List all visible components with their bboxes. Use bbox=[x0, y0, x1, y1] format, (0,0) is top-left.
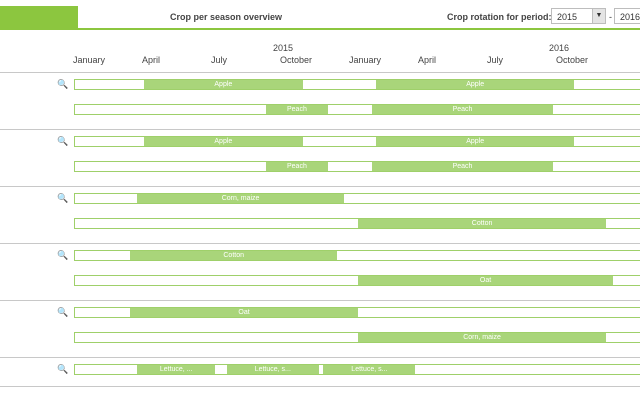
zoom-in-icon[interactable]: 🔍 bbox=[57, 250, 69, 260]
season-row: Corn, maize bbox=[74, 193, 640, 204]
field-divider bbox=[0, 357, 640, 358]
top-bar: Crop per season overview Crop rotation f… bbox=[0, 0, 640, 30]
period-to-select[interactable]: 2016 bbox=[614, 8, 640, 24]
period-label: Crop rotation for period: bbox=[447, 12, 552, 22]
crop-bar[interactable]: Lettuce, ... bbox=[137, 365, 216, 374]
crop-bar[interactable]: Oat bbox=[130, 308, 358, 317]
month-label: January bbox=[349, 55, 382, 65]
zoom-in-icon[interactable]: 🔍 bbox=[57, 307, 69, 317]
crop-bar[interactable]: Apple bbox=[376, 137, 575, 146]
season-row: Peach Peach bbox=[74, 104, 640, 115]
page-title: Crop per season overview bbox=[170, 12, 283, 22]
period-to-value: 2016 bbox=[620, 12, 640, 22]
season-row: Lettuce, ... Lettuce, s... Lettuce, s... bbox=[74, 364, 640, 375]
season-row: Oat bbox=[74, 275, 640, 286]
crop-bar[interactable]: Cotton bbox=[357, 219, 607, 228]
crop-bar[interactable]: Oat bbox=[357, 276, 614, 285]
season-row: Apple Apple bbox=[74, 79, 640, 90]
crop-bar[interactable]: Lettuce, s... bbox=[323, 365, 416, 374]
season-row: Corn, maize bbox=[74, 332, 640, 343]
zoom-in-icon[interactable]: 🔍 bbox=[57, 364, 69, 374]
crop-bar[interactable]: Peach bbox=[371, 105, 554, 114]
month-label: April bbox=[142, 55, 161, 65]
crop-bar[interactable]: Corn, maize bbox=[357, 333, 607, 342]
period-from-value: 2015 bbox=[557, 12, 578, 22]
crop-bar[interactable]: Peach bbox=[371, 162, 554, 171]
month-label: July bbox=[211, 55, 228, 65]
zoom-in-icon[interactable]: 🔍 bbox=[57, 79, 69, 89]
field-divider bbox=[0, 72, 640, 73]
crop-bar[interactable]: Cotton bbox=[130, 251, 338, 260]
crop-bar[interactable]: Peach bbox=[265, 162, 328, 171]
header-accent-block bbox=[0, 6, 78, 30]
crop-bar[interactable]: Apple bbox=[144, 80, 303, 89]
field-divider bbox=[0, 300, 640, 301]
field-divider bbox=[0, 243, 640, 244]
period-separator: - bbox=[609, 12, 612, 22]
crop-bar[interactable]: Peach bbox=[265, 105, 328, 114]
crop-bar[interactable]: Apple bbox=[376, 80, 575, 89]
zoom-in-icon[interactable]: 🔍 bbox=[57, 193, 69, 203]
season-row: Peach Peach bbox=[74, 161, 640, 172]
field-divider bbox=[0, 129, 640, 130]
year-label: 2015 bbox=[273, 43, 294, 53]
month-label: October bbox=[280, 55, 313, 65]
crop-bar[interactable]: Apple bbox=[144, 137, 303, 146]
period-from-select[interactable]: 2015 ▼ bbox=[551, 8, 606, 24]
field-divider bbox=[0, 186, 640, 187]
month-label: October bbox=[556, 55, 589, 65]
month-label: April bbox=[418, 55, 437, 65]
zoom-in-icon[interactable]: 🔍 bbox=[57, 136, 69, 146]
chevron-down-icon[interactable]: ▼ bbox=[592, 9, 605, 23]
field-divider bbox=[0, 386, 640, 387]
year-label: 2016 bbox=[549, 43, 570, 53]
month-label: January bbox=[73, 55, 106, 65]
season-row: Oat bbox=[74, 307, 640, 318]
month-label: July bbox=[487, 55, 504, 65]
crop-bar[interactable]: Lettuce, s... bbox=[226, 365, 319, 374]
season-row: Cotton bbox=[74, 250, 640, 261]
crop-bar[interactable]: Corn, maize bbox=[137, 194, 345, 203]
season-row: Apple Apple bbox=[74, 136, 640, 147]
season-row: Cotton bbox=[74, 218, 640, 229]
header-accent-line bbox=[78, 28, 640, 30]
